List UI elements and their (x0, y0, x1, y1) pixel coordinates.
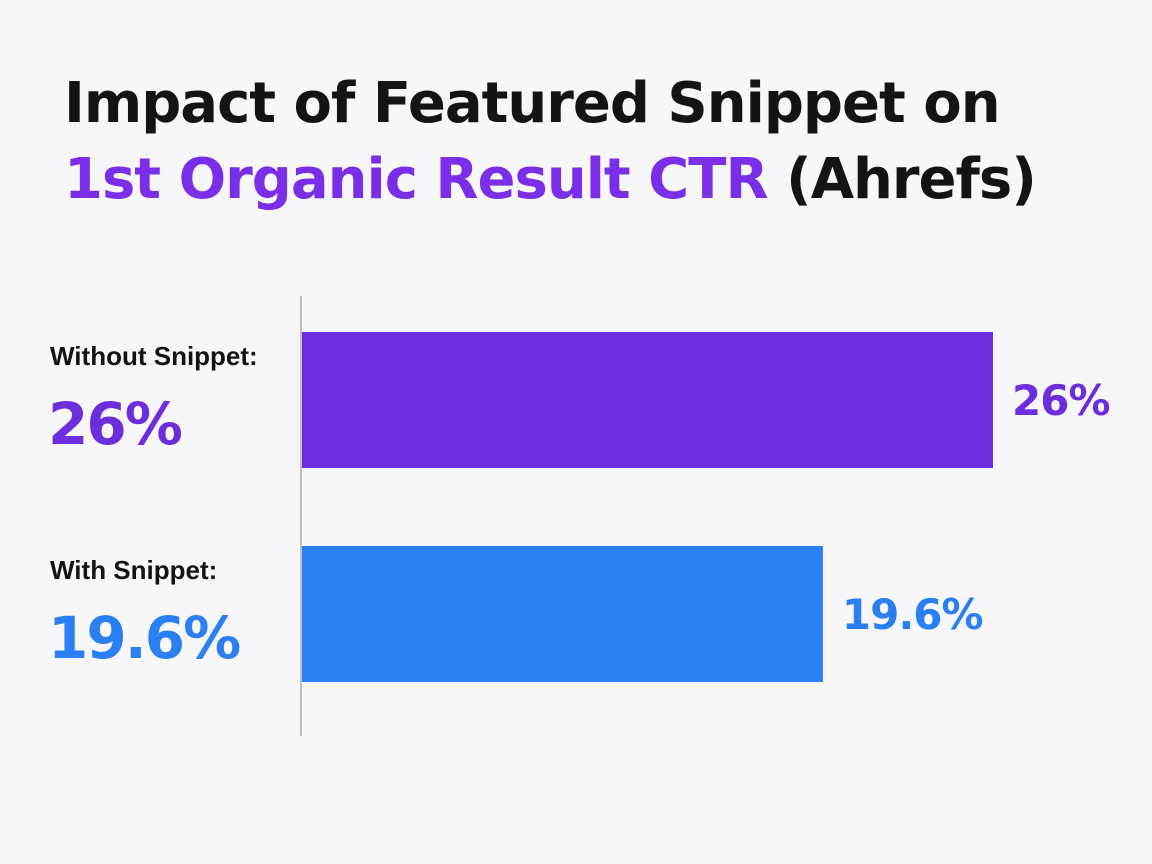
data-label-0: 26% (1012, 376, 1110, 425)
category-label-1: With Snippet: (50, 555, 217, 585)
category-value-1: 19.6% (48, 604, 240, 672)
chart-title: Impact of Featured Snippet on 1st Organi… (64, 66, 1104, 218)
data-label-1: 19.6% (842, 590, 983, 639)
category-value-0: 26% (48, 390, 182, 458)
bar-1 (302, 546, 823, 682)
category-label-0: Without Snippet: (50, 341, 258, 371)
chart-title-line-1: Impact of Featured Snippet on (64, 71, 1001, 136)
chart-title-suffix: (Ahrefs) (786, 147, 1037, 212)
bar-0 (302, 332, 993, 468)
chart-title-line-2: 1st Organic Result CTR (Ahrefs) (64, 142, 1104, 218)
chart-title-accent: 1st Organic Result CTR (64, 147, 769, 212)
